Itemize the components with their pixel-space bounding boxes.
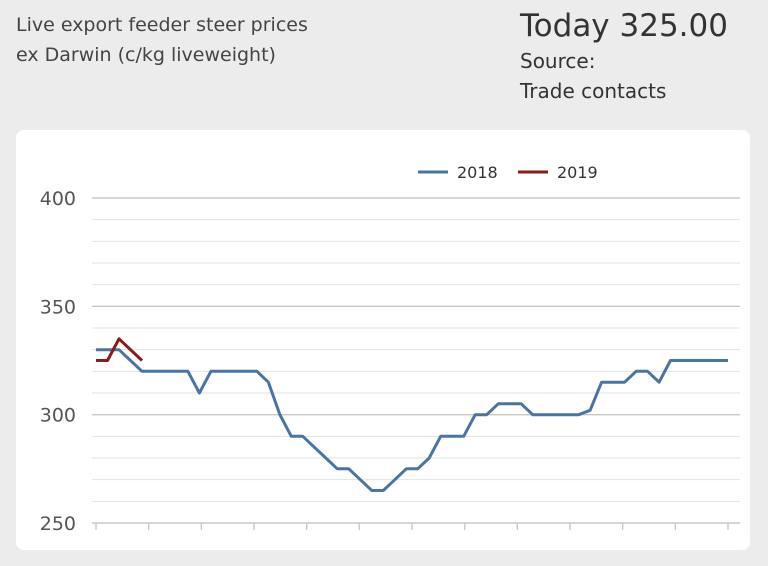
chart-card: 250 300 350 400 2018 2019 (16, 130, 750, 550)
source-label: Source: (520, 49, 596, 73)
y-tick-label: 300 (40, 405, 76, 427)
y-tick-label: 250 (40, 513, 76, 535)
legend-label-2019: 2019 (557, 163, 598, 182)
today-panel: Today 325.00 Source: Trade contacts (520, 6, 728, 106)
chart-title-line1: Live export feeder steer prices (16, 14, 308, 36)
chart: 250 300 350 400 2018 2019 (40, 163, 740, 535)
today-value: Today 325.00 (520, 8, 728, 44)
series-line-2018 (96, 348, 728, 492)
chart-title: Live export feeder steer prices ex Darwi… (16, 10, 308, 70)
legend-label-2018: 2018 (457, 163, 498, 182)
y-tick-label: 350 (40, 296, 76, 318)
y-tick-label: 400 (40, 188, 76, 210)
source-value: Trade contacts (520, 79, 667, 103)
chart-title-line2: ex Darwin (c/kg liveweight) (16, 44, 276, 66)
